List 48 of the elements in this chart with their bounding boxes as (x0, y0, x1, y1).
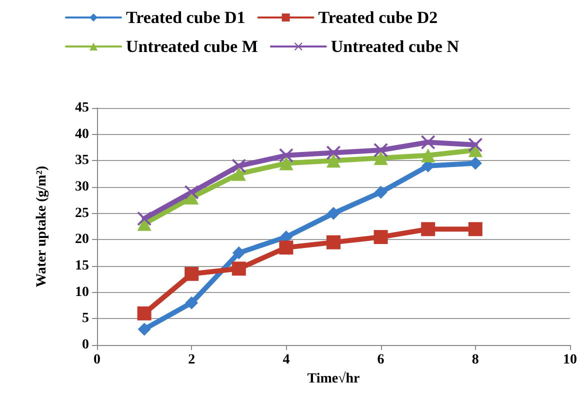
point (421, 135, 436, 150)
point (138, 322, 151, 336)
point (232, 166, 246, 181)
x-axis-title: Time√hr (307, 370, 360, 386)
x-tick-label: 8 (472, 352, 479, 368)
x-tick-label: 6 (377, 352, 384, 368)
point (232, 246, 246, 260)
point (374, 230, 388, 244)
y-tick-label: 45 (75, 100, 89, 116)
legend-label: Treated cube D1 (126, 8, 246, 27)
legend-label: Treated cube D2 (318, 8, 438, 27)
point (326, 146, 340, 160)
x-tick-label: 0 (94, 352, 100, 368)
point (326, 235, 340, 250)
point (232, 158, 246, 173)
x-tick-label: 10 (563, 352, 577, 368)
y-tick-label: 20 (75, 232, 89, 248)
point (184, 185, 199, 200)
y-tick-label: 15 (75, 258, 89, 274)
point (327, 206, 340, 220)
y-tick-label: 35 (75, 153, 89, 168)
x-tick-label: 4 (282, 352, 290, 368)
point (279, 240, 294, 255)
point (137, 306, 152, 320)
y-tick-label: 0 (82, 338, 89, 352)
point (468, 138, 482, 152)
point (374, 186, 388, 199)
y-axis-title: Water uptake (g/m²) (34, 165, 50, 288)
y-tick-label: 30 (75, 180, 89, 194)
point (279, 156, 294, 170)
legend-label: Untreated cube M (126, 37, 258, 56)
legend-label: Untreated cube N (330, 37, 460, 56)
point (374, 151, 388, 166)
point (421, 148, 436, 162)
y-tick-label: 25 (75, 206, 89, 221)
point (421, 222, 436, 236)
y-tick-label: 10 (75, 284, 89, 300)
point (232, 262, 246, 276)
point (185, 296, 198, 310)
point (374, 143, 388, 158)
point (184, 266, 199, 281)
y-tick-label: 5 (82, 311, 89, 326)
point (468, 222, 482, 236)
point (137, 212, 152, 226)
point (326, 154, 340, 168)
point (279, 148, 294, 162)
y-tick-label: 40 (75, 126, 89, 142)
x-tick-label: 2 (188, 352, 196, 368)
